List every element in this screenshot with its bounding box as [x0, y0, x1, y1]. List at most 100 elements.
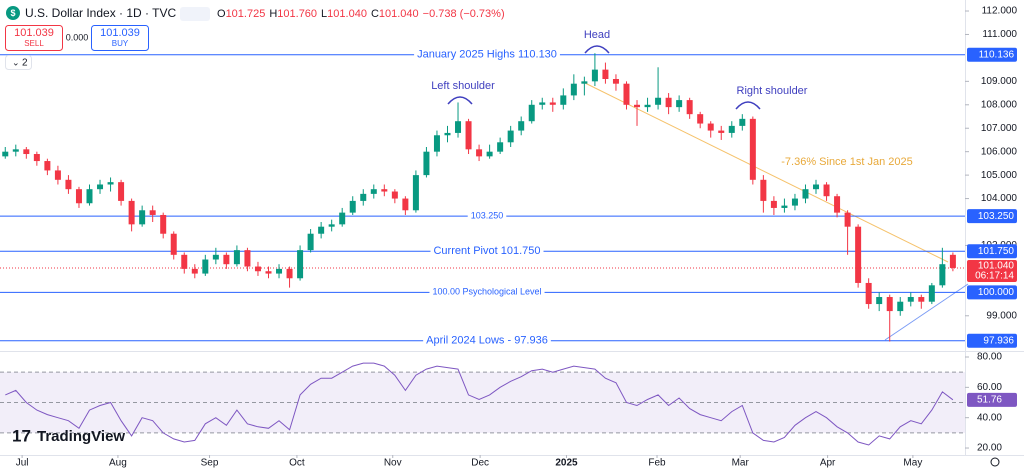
- candle-body: [612, 79, 619, 84]
- level-label-bg: [467, 210, 507, 221]
- quote-value: 101.040: [379, 8, 419, 20]
- level-label-bg: [414, 48, 560, 61]
- quote-value: 101.725: [226, 8, 266, 20]
- candle-body: [623, 83, 630, 105]
- level-label-bg: [429, 286, 545, 297]
- sell-label[interactable]: SELL: [24, 39, 44, 48]
- settings-icon[interactable]: [990, 457, 1000, 467]
- candle-body: [2, 151, 9, 157]
- level-tag-label: 97.936: [983, 335, 1014, 346]
- buy-price[interactable]: 101.039: [100, 27, 140, 39]
- candle-body: [160, 214, 167, 234]
- candle-body: [591, 69, 598, 82]
- annotation-arc: [584, 45, 610, 54]
- candle-body: [528, 104, 535, 122]
- candle-body: [865, 282, 872, 305]
- level-label: 100.00 Psychological Level: [432, 287, 541, 297]
- y-tick-label: 109.000: [981, 76, 1018, 87]
- candle-body: [928, 285, 935, 302]
- level-label: April 2024 Lows - 97.936: [426, 335, 548, 347]
- candle-body: [455, 121, 462, 133]
- candle-body: [75, 189, 82, 204]
- rsi-tag: [967, 392, 1017, 407]
- chart-title: U.S. Dollar Index · 1D · TVC: [25, 6, 176, 20]
- symbol-icon-glyph: $: [10, 8, 15, 18]
- header: $ U.S. Dollar Index · 1D · TVC O101.725 H…: [5, 6, 1000, 467]
- quote-change: −0.738 (−0.73%): [423, 8, 505, 20]
- symbol-icon: [6, 6, 20, 20]
- buy-button[interactable]: [91, 25, 149, 51]
- indicator-count[interactable]: 2: [22, 58, 28, 69]
- y-tick-label: 105.000: [981, 170, 1018, 181]
- rsi-tag-label: 51.76: [977, 394, 1002, 405]
- candle-body: [549, 102, 556, 105]
- level-tag: [967, 47, 1017, 62]
- countdown: 06:17:14: [975, 271, 1014, 282]
- x-tick-label: Jul: [16, 458, 29, 469]
- candle-body: [802, 189, 809, 199]
- buy-label[interactable]: BUY: [112, 39, 129, 48]
- level-tag-label: 110.136: [979, 49, 1015, 60]
- trendline-up: [884, 283, 969, 341]
- candle-body: [349, 200, 356, 213]
- candle-body: [118, 182, 125, 201]
- candle-body: [12, 149, 19, 152]
- candle-body: [339, 212, 346, 225]
- candle-body: [897, 301, 904, 312]
- level-tag-label: 100.000: [978, 287, 1015, 298]
- quote-line: O101.725 H101.760 L101.040 C101.040 −0.738 (…: [217, 8, 505, 20]
- level-label-bg: [423, 334, 551, 347]
- candle-body: [644, 104, 651, 108]
- quote-key: O: [217, 8, 226, 20]
- candle-body: [823, 184, 830, 197]
- y-tick-label: 111.000: [982, 29, 1017, 40]
- candle-body: [286, 268, 293, 279]
- quote-key: H: [269, 8, 277, 20]
- candle-body: [581, 81, 588, 84]
- candle-body: [665, 97, 672, 108]
- x-tick-label: May: [903, 458, 922, 469]
- candle-body: [602, 69, 609, 80]
- x-tick-label: Apr: [820, 458, 836, 469]
- candle-body: [855, 226, 862, 283]
- rsi-tick-label: 60.00: [977, 382, 1002, 393]
- spread: 0.000: [66, 32, 89, 42]
- indicator-toggle[interactable]: [5, 55, 32, 70]
- candle-body: [254, 266, 261, 272]
- candle-body: [507, 130, 514, 143]
- candle-body: [233, 250, 240, 265]
- x-tick-label: Aug: [109, 458, 127, 469]
- candle-body: [465, 121, 472, 150]
- candle-body: [707, 123, 714, 131]
- x-tick-label: Oct: [289, 458, 305, 469]
- candle-body: [86, 189, 93, 204]
- x-tick-label: Mar: [732, 458, 750, 469]
- y-tick-label: 107.000: [981, 123, 1018, 134]
- candle-body: [170, 233, 177, 255]
- candle-body: [370, 189, 377, 194]
- candle-body: [391, 191, 398, 199]
- candle-body: [876, 297, 883, 305]
- candle-body: [402, 198, 409, 211]
- sell-button[interactable]: [5, 25, 63, 51]
- indicator-toggle-arrow[interactable]: ⌄: [12, 57, 20, 67]
- level-tag: [967, 285, 1017, 300]
- candle-body: [655, 97, 662, 105]
- candle-body: [486, 151, 493, 157]
- candle-body: [44, 161, 51, 171]
- x-tick-label: Nov: [384, 458, 402, 469]
- candle-body: [191, 268, 198, 274]
- last-price-label: 101.040: [978, 261, 1015, 272]
- candle-body: [128, 200, 135, 225]
- y-tick-label: 106.000: [981, 146, 1018, 157]
- candle-body: [328, 224, 335, 227]
- sell-price[interactable]: 101.039: [14, 27, 54, 39]
- quote-value: 101.040: [327, 8, 367, 20]
- candle-body: [770, 200, 777, 208]
- candle-body: [560, 95, 567, 105]
- level-tag: [967, 209, 1017, 224]
- quote-value: 101.760: [277, 8, 317, 20]
- candle-body: [297, 250, 304, 279]
- rsi-line: [5, 362, 954, 446]
- quote-key: C: [371, 8, 379, 20]
